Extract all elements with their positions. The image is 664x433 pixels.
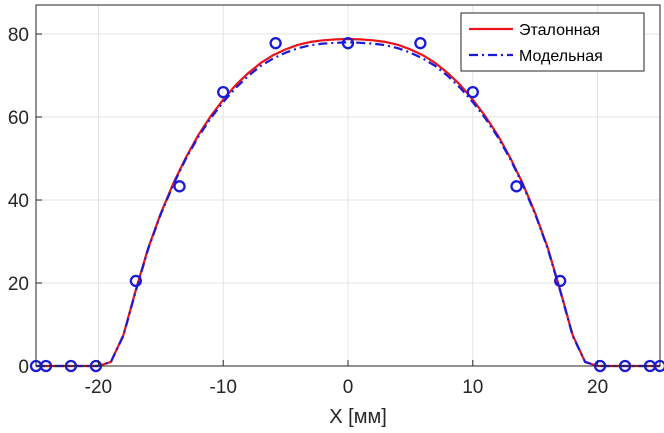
data-point-marker	[173, 180, 186, 193]
y-tick-label: 60	[8, 108, 29, 129]
legend-label: Эталонная	[519, 22, 600, 39]
data-point-marker	[414, 37, 427, 50]
series-line-model	[36, 41, 660, 368]
x-tick-label: 0	[343, 377, 354, 398]
x-tick-label: -20	[85, 377, 112, 398]
legend: Эталонная Модельная	[460, 12, 645, 72]
axis-ticks: -20 -10 0 10 20 0 20 40 60 80	[8, 25, 608, 398]
y-tick-label: 80	[8, 25, 29, 46]
x-tick-label: -10	[209, 377, 236, 398]
data-point-marker	[466, 85, 479, 99]
y-tick-label: 40	[8, 191, 29, 212]
data-point-marker	[341, 37, 355, 50]
x-axis-label: X [мм]	[329, 406, 387, 428]
data-point-marker	[510, 180, 523, 193]
x-tick-label: 20	[587, 377, 608, 398]
data-point-marker	[129, 274, 142, 288]
legend-label: Модельная	[519, 48, 603, 65]
legend-box	[460, 12, 645, 72]
y-tick-label: 20	[8, 274, 29, 295]
data-point-marker	[217, 85, 230, 99]
y-tick-label: 0	[18, 357, 29, 378]
data-point-marker	[554, 274, 567, 288]
x-tick-label: 10	[462, 377, 483, 398]
data-point-marker	[269, 37, 282, 50]
